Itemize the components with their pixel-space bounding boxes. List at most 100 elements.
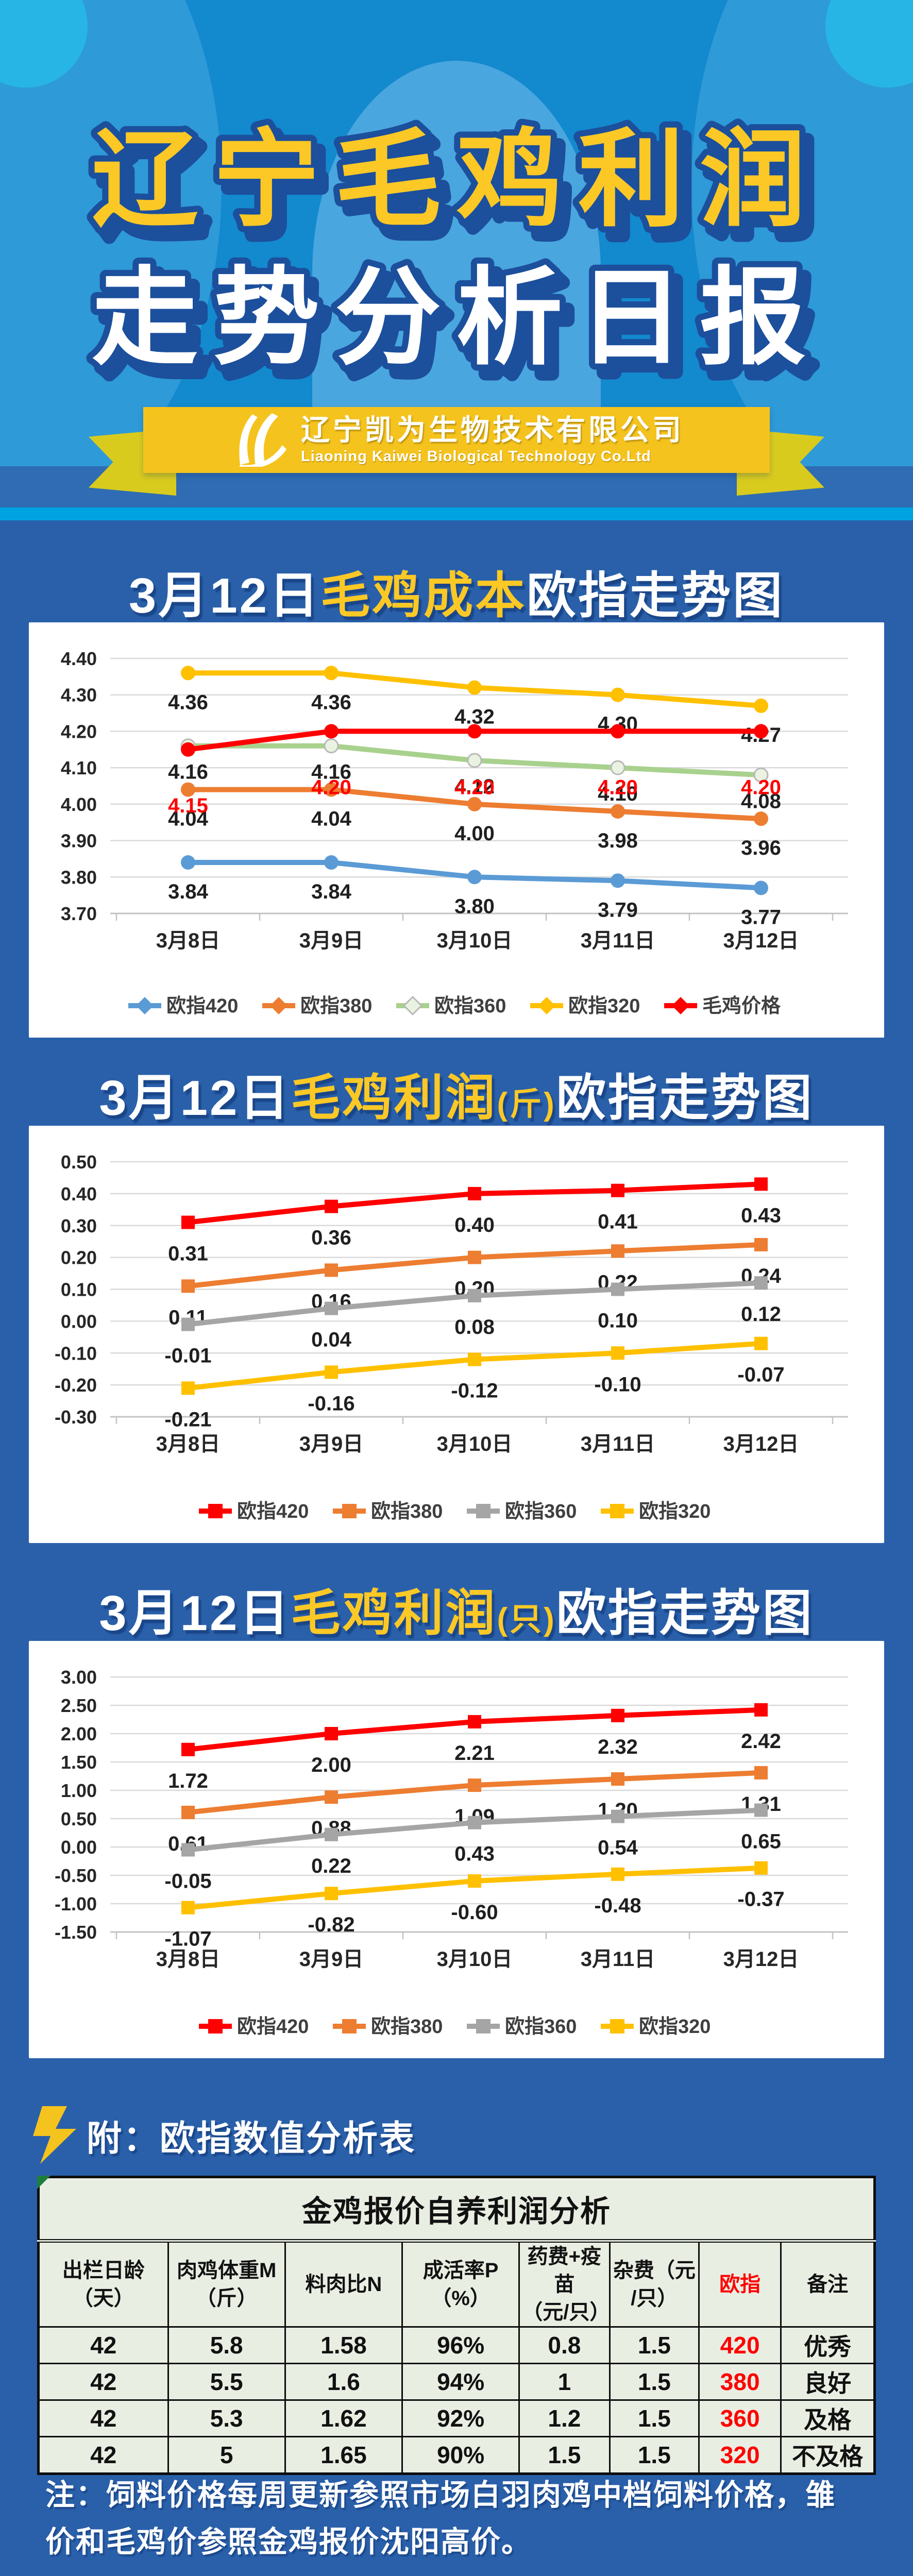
svg-text:-0.50: -0.50 — [55, 1865, 97, 1886]
table-cell: 420 — [698, 2326, 782, 2364]
svg-text:3月12日: 3月12日 — [723, 1433, 799, 1455]
svg-text:0.10: 0.10 — [61, 1279, 97, 1300]
svg-text:-0.10: -0.10 — [55, 1343, 97, 1364]
arrow-down-icon — [33, 2106, 76, 2164]
table-cell: 42 — [38, 2363, 169, 2401]
svg-text:4.20: 4.20 — [598, 776, 638, 799]
table-cell: 92% — [401, 2399, 520, 2437]
svg-text:-0.07: -0.07 — [737, 1364, 784, 1386]
svg-text:0.04: 0.04 — [311, 1329, 352, 1351]
svg-text:0.22: 0.22 — [311, 1855, 351, 1877]
table-cell: 380 — [698, 2363, 782, 2401]
svg-text:3月9日: 3月9日 — [299, 929, 364, 952]
svg-text:0.50: 0.50 — [61, 1151, 97, 1173]
svg-text:4.20: 4.20 — [741, 776, 781, 799]
svg-text:-0.05: -0.05 — [164, 1870, 211, 1893]
section-title-profit-zhi: 3月12日毛鸡利润(只)欧指走势图 — [0, 1573, 913, 1645]
svg-text:3.84: 3.84 — [311, 880, 352, 903]
profit-zhi-chart-card: 3.00 2.50 2.00 1.50 1.00 0.50 0.00 -0.50 -1.00 -1… — [29, 1641, 884, 2058]
svg-text:3月11日: 3月11日 — [581, 1433, 655, 1455]
svg-text:欧指380: 欧指380 — [371, 1501, 443, 1522]
svg-text:0.31: 0.31 — [168, 1243, 208, 1265]
svg-text:3月8日: 3月8日 — [156, 929, 221, 952]
profit-jin-trend-chart: 0.50 0.40 0.30 0.20 0.10 0.00 -0.10 -0.20 -0.30 3… — [55, 1151, 848, 1522]
svg-text:-0.16: -0.16 — [308, 1392, 354, 1415]
table-cell: 42 — [38, 2326, 169, 2364]
table-header-cell: 杂费（元 /只） — [608, 2240, 700, 2328]
header-band: 辽宁毛鸡利润 辽宁毛鸡利润 走势分析日报 走势分析日报 辽宁凯为生物技术有限公司… — [0, 0, 913, 520]
svg-text:3.77: 3.77 — [741, 906, 781, 929]
svg-text:-0.82: -0.82 — [308, 1913, 354, 1936]
excel-corner-marker — [37, 2176, 50, 2189]
svg-text:4.20: 4.20 — [61, 721, 97, 742]
svg-text:0.43: 0.43 — [454, 1843, 495, 1866]
section-title-profit-jin: 3月12日毛鸡利润(斤)欧指走势图 — [0, 1058, 913, 1129]
svg-text:2.00: 2.00 — [61, 1723, 97, 1744]
analysis-table: 金鸡报价自养利润分析 出栏日龄 （天） 肉鸡体重M （斤） 料肉比N 成活率P （%）… — [37, 2176, 876, 2475]
svg-text:3月10日: 3月10日 — [437, 1948, 513, 1971]
plot: 3.00 2.50 2.00 1.50 1.00 0.50 0.00 -0.50 -1.00 -1… — [55, 1667, 848, 2038]
svg-text:4.10: 4.10 — [61, 757, 97, 778]
svg-text:4.40: 4.40 — [61, 648, 97, 669]
section3-highlight: 毛鸡利润 — [291, 1586, 497, 1641]
svg-text:欧指420: 欧指420 — [166, 995, 238, 1017]
svg-text:-0.37: -0.37 — [737, 1888, 784, 1911]
company-ribbon: 辽宁凯为生物技术有限公司 Liaoning Kaiwei Biological … — [143, 407, 770, 473]
table-body: 42 5.8 1.58 96% 0.8 1.5 420 优秀 42 5.5 1.6 94% 1 1.5 38… — [38, 2326, 875, 2475]
table-cell: 不及格 — [780, 2436, 875, 2475]
svg-text:辽宁毛鸡利润: 辽宁毛鸡利润 — [92, 121, 821, 239]
svg-text:4.20: 4.20 — [454, 776, 495, 799]
cost-chart-card: 4.40 4.30 4.20 4.10 4.00 3.90 3.80 3.70 3月8日 3月9日… — [29, 622, 884, 1038]
svg-text:3月12日: 3月12日 — [723, 929, 799, 952]
table-cell: 1.5 — [608, 2326, 700, 2364]
svg-text:-1.00: -1.00 — [55, 1893, 97, 1914]
svg-text:0.54: 0.54 — [598, 1837, 638, 1859]
table-cell: 1.5 — [518, 2436, 611, 2475]
profit-jin-chart-card: 0.50 0.40 0.30 0.20 0.10 0.00 -0.10 -0.20 -0.30 3… — [29, 1126, 884, 1543]
svg-text:0.65: 0.65 — [741, 1831, 781, 1853]
svg-text:3月12日: 3月12日 — [723, 1948, 799, 1971]
svg-text:4.12: 4.12 — [454, 775, 495, 798]
svg-text:欧指420: 欧指420 — [237, 2016, 309, 2038]
svg-text:4.04: 4.04 — [168, 808, 209, 831]
svg-text:欧指420: 欧指420 — [237, 1501, 309, 1522]
table-header-cell: 肉鸡体重M （斤） — [167, 2240, 286, 2328]
svg-text:0.50: 0.50 — [61, 1808, 97, 1829]
table-cell: 5.5 — [167, 2363, 286, 2401]
table-cell: 1.65 — [284, 2436, 403, 2475]
table-cell: 1.5 — [608, 2363, 700, 2401]
svg-text:2.32: 2.32 — [598, 1736, 638, 1758]
svg-text:4.16: 4.16 — [168, 761, 208, 784]
svg-text:1.50: 1.50 — [61, 1752, 97, 1773]
section1-suffix: 欧指走势图 — [527, 568, 785, 623]
table-header-cell: 料肉比N — [284, 2240, 403, 2328]
table-row: 42 5.8 1.58 96% 0.8 1.5 420 优秀 — [38, 2326, 875, 2364]
table-row: 42 5.3 1.62 92% 1.2 1.5 360 及格 — [38, 2399, 875, 2437]
svg-text:0.43: 0.43 — [741, 1204, 781, 1227]
table-cell: 5.3 — [167, 2399, 286, 2437]
svg-text:4.36: 4.36 — [311, 691, 351, 714]
table-cell: 1.5 — [608, 2436, 700, 2475]
analysis-table-wrap: 金鸡报价自养利润分析 出栏日龄 （天） 肉鸡体重M （斤） 料肉比N 成活率P （%）… — [37, 2176, 876, 2475]
plot: 0.50 0.40 0.30 0.20 0.10 0.00 -0.10 -0.20 -0.30 3… — [55, 1151, 848, 1522]
svg-text:3月10日: 3月10日 — [437, 1433, 513, 1455]
svg-text:0.08: 0.08 — [454, 1316, 495, 1338]
table-cell: 1.5 — [608, 2399, 700, 2437]
svg-text:0.00: 0.00 — [61, 1311, 97, 1332]
svg-text:-1.07: -1.07 — [164, 1928, 211, 1951]
section2-unit: (斤) — [497, 1087, 556, 1122]
table-row: 42 5 1.65 90% 1.5 1.5 320 不及格 — [38, 2436, 875, 2475]
section-title-cost: 3月12日毛鸡成本欧指走势图 — [0, 555, 913, 627]
appendix-title: 附：欧指数值分析表 — [87, 2119, 416, 2158]
svg-text:3.70: 3.70 — [61, 903, 97, 924]
svg-text:-0.10: -0.10 — [594, 1373, 641, 1396]
table-cell: 42 — [38, 2399, 169, 2437]
svg-text:4.04: 4.04 — [311, 808, 352, 831]
svg-text:0.40: 0.40 — [61, 1183, 97, 1205]
appendix-header: 附：欧指数值分析表 — [33, 2106, 416, 2164]
svg-text:3.84: 3.84 — [168, 880, 209, 903]
svg-text:毛鸡价格: 毛鸡价格 — [702, 995, 781, 1017]
section3-date: 3月12日 — [99, 1586, 291, 1641]
section1-highlight: 毛鸡成本 — [320, 568, 527, 623]
